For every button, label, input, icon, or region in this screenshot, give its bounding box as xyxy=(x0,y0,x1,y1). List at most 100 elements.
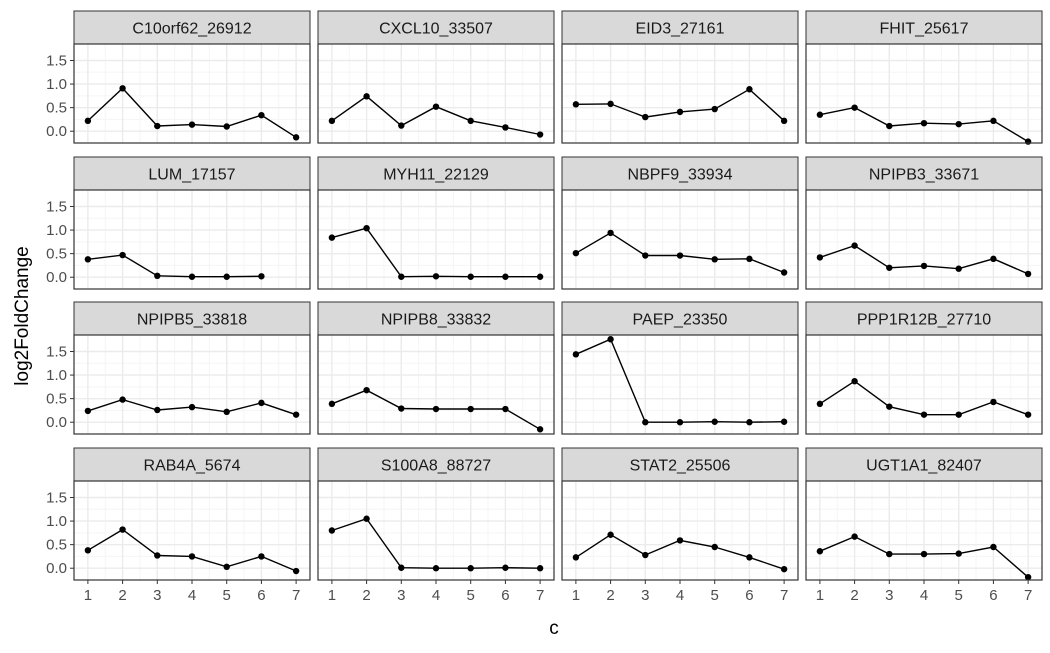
data-point xyxy=(607,100,614,108)
data-point xyxy=(223,563,230,570)
facet-panel: RAB4A_5674 xyxy=(73,447,311,581)
data-point xyxy=(920,550,928,558)
data-point xyxy=(154,122,161,130)
data-point xyxy=(328,527,336,534)
data-point xyxy=(816,548,824,555)
data-point xyxy=(990,543,997,551)
data-point xyxy=(780,418,788,425)
x-tick-label: 6 xyxy=(257,587,265,604)
data-point xyxy=(920,120,928,127)
x-tick-label: 6 xyxy=(745,587,753,604)
data-point xyxy=(223,123,230,130)
data-point xyxy=(676,419,684,426)
data-point xyxy=(642,252,649,259)
data-point xyxy=(328,117,336,125)
data-point xyxy=(292,411,300,418)
y-tick-label: 0.5 xyxy=(46,100,67,117)
data-point xyxy=(676,537,684,544)
data-point xyxy=(607,229,614,237)
facet-strip-label: NPIPB5_33818 xyxy=(137,312,247,329)
panel-border xyxy=(561,334,799,435)
facet-strip-label: RAB4A_5674 xyxy=(144,458,241,475)
data-point xyxy=(502,564,509,571)
y-axis: 0.0 0.5 1.0 1.5 0.0 0.5 1.0 1.5 0.0 0.5 1.0 1.5 0.0 0… xyxy=(46,53,74,577)
x-tick-label: 3 xyxy=(153,587,161,604)
data-point xyxy=(676,108,684,116)
facet-strip-label: LUM_17157 xyxy=(148,167,235,184)
data-point xyxy=(711,543,718,551)
y-tick-label: 0.0 xyxy=(46,560,67,577)
x-tick-label: 2 xyxy=(362,587,370,604)
facet-strip xyxy=(805,10,1043,45)
y-tick-label: 1.5 xyxy=(46,53,67,70)
data-point xyxy=(711,105,718,113)
facet-strip xyxy=(73,447,311,482)
y-tick-label: 0.5 xyxy=(46,537,67,554)
data-point xyxy=(1024,270,1032,278)
data-point xyxy=(780,565,788,573)
data-point xyxy=(851,104,858,111)
x-tick-label: 6 xyxy=(501,587,509,604)
data-point xyxy=(467,273,474,280)
data-point xyxy=(363,93,370,100)
data-point xyxy=(572,351,580,358)
facet-strip-label: EID3_27161 xyxy=(636,21,725,38)
x-tick-label: 1 xyxy=(84,587,92,604)
data-point xyxy=(84,407,92,415)
facet-strip-label: NPIPB3_33671 xyxy=(869,167,979,184)
panel-border xyxy=(805,189,1043,290)
data-point xyxy=(84,117,92,125)
facet-strip xyxy=(73,301,311,336)
data-point xyxy=(955,265,962,272)
data-point xyxy=(467,117,474,125)
x-tick-label: 1 xyxy=(328,587,336,604)
facet-strip-label: CXCL10_33507 xyxy=(379,21,493,38)
data-point xyxy=(955,550,962,557)
y-tick-label: 0.5 xyxy=(46,246,67,263)
y-tick-label: 1.0 xyxy=(46,513,67,530)
facet-strip-label: UGT1A1_82407 xyxy=(866,458,982,475)
data-point xyxy=(432,273,440,280)
data-point xyxy=(119,526,126,533)
panel-border xyxy=(805,334,1043,435)
facet-strip xyxy=(317,301,555,336)
data-point xyxy=(467,565,474,572)
data-point xyxy=(711,418,718,425)
data-point xyxy=(920,411,928,418)
data-point xyxy=(676,252,684,259)
panel-border xyxy=(561,43,799,144)
data-point xyxy=(188,553,196,560)
y-tick-label: 0.5 xyxy=(46,391,67,408)
panel-border xyxy=(317,43,555,144)
facet-strip xyxy=(73,156,311,191)
series-line xyxy=(87,254,262,278)
x-tick-label: 2 xyxy=(850,587,858,604)
y-tick-label: 1.0 xyxy=(46,367,67,384)
data-point xyxy=(886,122,893,130)
facet-strip xyxy=(561,10,799,45)
x-tick-label: 5 xyxy=(955,587,963,604)
y-tick-label: 1.5 xyxy=(46,490,67,507)
data-point xyxy=(990,117,997,125)
data-point xyxy=(746,419,753,426)
x-tick-label: 5 xyxy=(711,587,719,604)
x-tick-label: 2 xyxy=(606,587,614,604)
x-tick-label: 3 xyxy=(885,587,893,604)
x-tick-label: 7 xyxy=(780,587,788,604)
data-point xyxy=(258,399,265,407)
data-point xyxy=(990,398,997,406)
facet-strip-label: S100A8_88727 xyxy=(381,458,491,475)
facet-strip-label: PPP1R12B_27710 xyxy=(857,312,991,329)
data-point xyxy=(536,273,544,280)
data-point xyxy=(886,403,893,410)
y-tick-label: 1.0 xyxy=(46,76,67,93)
data-point xyxy=(746,255,753,263)
data-point xyxy=(154,552,161,559)
data-point xyxy=(955,411,962,418)
data-point xyxy=(363,224,370,232)
facet-strip xyxy=(317,447,555,482)
data-point xyxy=(223,408,230,416)
facet-strip xyxy=(561,156,799,191)
facet-panel: PPP1R12B_27710 xyxy=(805,301,1043,435)
facet-panels: C10orf62_26912 CXCL10_33507 EID3_27161 FHIT… xyxy=(73,10,1043,581)
